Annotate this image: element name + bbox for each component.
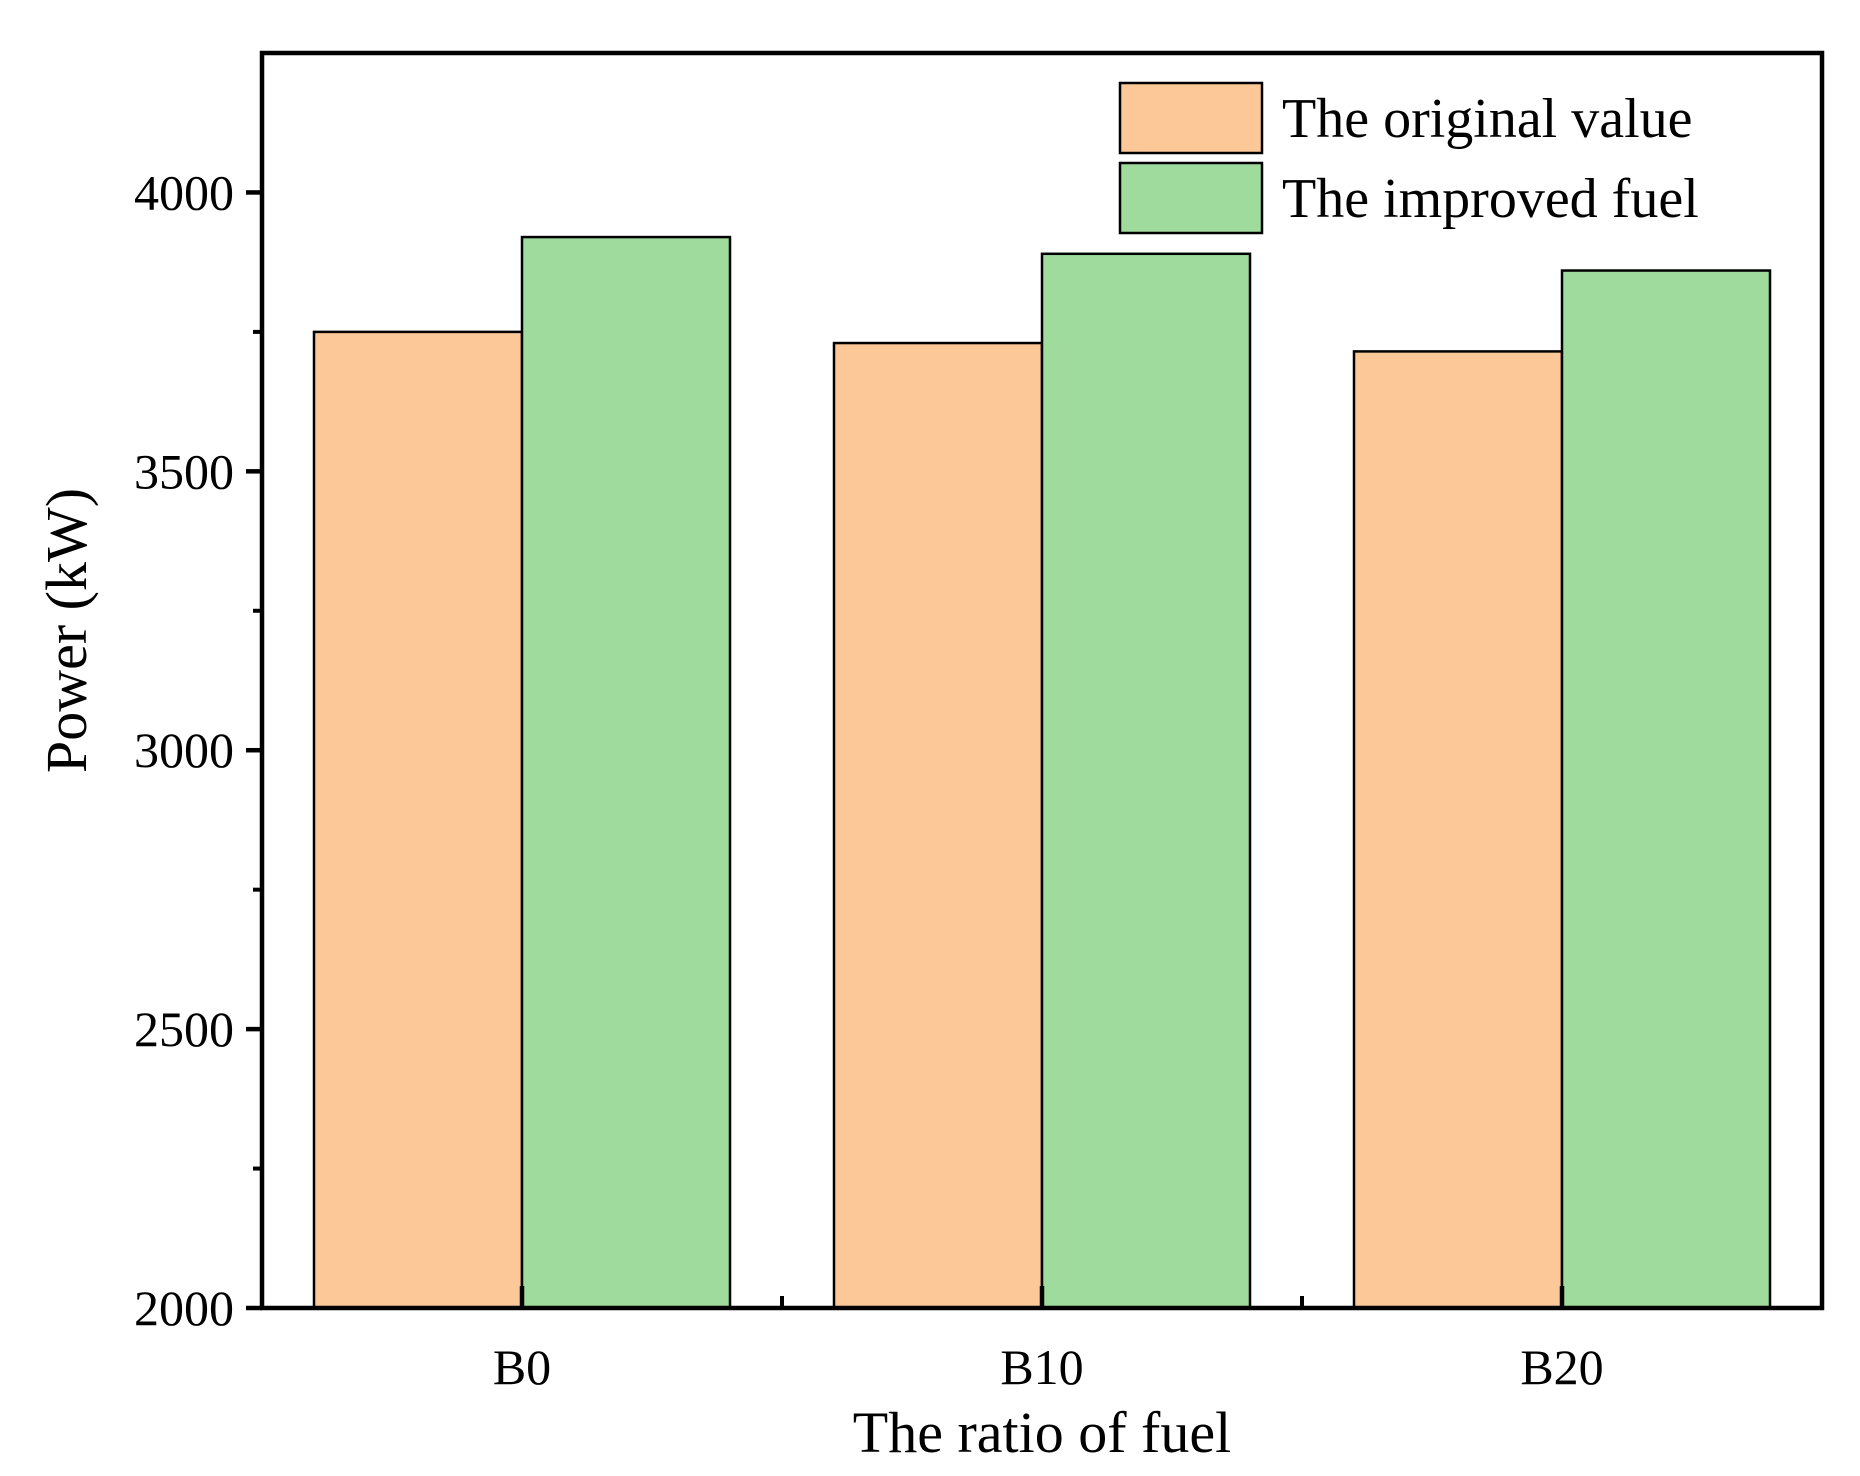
y-tick-label: 3000 <box>134 722 234 778</box>
x-axis-title: The ratio of fuel <box>853 1400 1231 1465</box>
x-tick-label-b20: B20 <box>1520 1339 1603 1395</box>
legend: The original value The improved fuel <box>1118 81 1699 235</box>
y-axis-title: Power (kW) <box>34 488 99 773</box>
x-tick-label-b0: B0 <box>493 1339 551 1395</box>
legend-swatch-series-2 <box>1118 161 1264 235</box>
bars-group <box>312 235 1772 1310</box>
legend-label-series-2: The improved fuel <box>1282 168 1699 230</box>
x-tick-label-b10: B10 <box>1000 1339 1083 1395</box>
y-tick-label: 3500 <box>134 443 234 499</box>
axes-group: 2000 2500 3000 3500 4000 B0 B10 B20 <box>134 50 1825 1395</box>
bar-b20-series-1 <box>1352 350 1564 1310</box>
y-tick-label: 4000 <box>134 164 234 220</box>
legend-label-series-1: The original value <box>1282 88 1693 150</box>
bar-b10-series-1 <box>832 341 1044 1310</box>
y-tick-label: 2000 <box>134 1280 234 1336</box>
legend-swatch-series-1 <box>1118 81 1264 155</box>
bar-b0-series-1 <box>312 330 524 1310</box>
bar-b10-series-2 <box>1040 252 1252 1310</box>
y-tick-label: 2500 <box>134 1001 234 1057</box>
bar-b20-series-2 <box>1560 269 1772 1310</box>
bar-b0-series-2 <box>520 235 732 1310</box>
